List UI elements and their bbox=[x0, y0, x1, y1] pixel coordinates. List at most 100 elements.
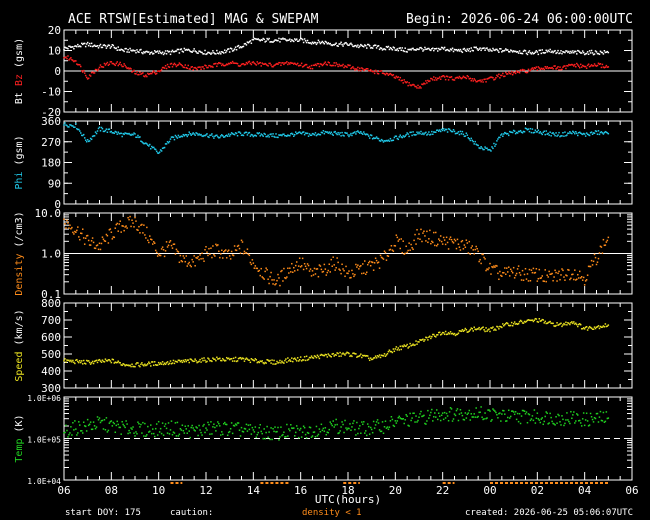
data-point bbox=[522, 409, 525, 412]
data-point bbox=[247, 61, 250, 63]
data-point bbox=[606, 325, 609, 327]
data-point bbox=[299, 37, 302, 40]
data-point bbox=[318, 357, 321, 360]
data-point bbox=[152, 52, 155, 55]
data-point bbox=[452, 333, 455, 336]
data-point bbox=[536, 320, 539, 323]
data-point bbox=[105, 359, 108, 362]
data-point bbox=[92, 72, 95, 74]
data-point bbox=[548, 270, 550, 273]
data-point bbox=[448, 76, 451, 79]
data-point bbox=[567, 132, 569, 134]
data-point bbox=[290, 61, 292, 64]
data-point bbox=[138, 51, 140, 54]
data-point bbox=[167, 65, 170, 68]
data-point bbox=[175, 435, 178, 437]
data-point bbox=[346, 272, 348, 274]
y-axis-label-part: (gsm) bbox=[14, 135, 25, 171]
data-point bbox=[415, 415, 417, 417]
data-point bbox=[63, 124, 65, 126]
data-point bbox=[164, 65, 167, 67]
data-point bbox=[357, 264, 359, 266]
data-point bbox=[268, 136, 270, 138]
data-point bbox=[584, 326, 587, 329]
data-point bbox=[325, 131, 328, 133]
data-point bbox=[505, 132, 507, 135]
data-point bbox=[455, 409, 458, 412]
data-point bbox=[138, 225, 140, 228]
data-point bbox=[367, 43, 370, 46]
data-point bbox=[217, 421, 219, 423]
data-point bbox=[525, 278, 528, 280]
data-point bbox=[492, 77, 494, 79]
data-point bbox=[219, 136, 221, 139]
data-point bbox=[487, 48, 489, 51]
data-point bbox=[219, 256, 221, 259]
data-point bbox=[324, 268, 327, 270]
data-point bbox=[265, 40, 267, 42]
data-point bbox=[461, 328, 464, 331]
x-tick-label: 20 bbox=[389, 484, 402, 497]
data-point bbox=[510, 70, 513, 73]
data-point bbox=[96, 361, 99, 364]
data-point bbox=[447, 128, 450, 130]
data-point bbox=[469, 419, 472, 421]
data-point bbox=[472, 49, 474, 52]
data-point bbox=[97, 68, 100, 70]
data-point bbox=[291, 427, 293, 429]
data-point bbox=[343, 135, 345, 137]
y-axis-label-part: Bz bbox=[14, 74, 25, 92]
data-point bbox=[156, 70, 159, 72]
data-point bbox=[384, 73, 387, 76]
data-point bbox=[349, 277, 351, 279]
data-point bbox=[378, 48, 381, 51]
data-point bbox=[91, 135, 94, 138]
data-point bbox=[215, 430, 217, 432]
data-point bbox=[297, 265, 300, 267]
data-point bbox=[603, 66, 606, 69]
data-point bbox=[161, 66, 164, 69]
data-point bbox=[214, 426, 216, 429]
data-point bbox=[441, 75, 444, 77]
data-point bbox=[131, 428, 133, 430]
data-point bbox=[367, 357, 370, 360]
data-point bbox=[117, 360, 119, 362]
data-point bbox=[363, 45, 365, 48]
data-point bbox=[191, 359, 193, 362]
data-point bbox=[368, 137, 371, 139]
data-point bbox=[64, 46, 66, 49]
data-point bbox=[457, 131, 460, 133]
data-point bbox=[321, 132, 324, 134]
data-point bbox=[233, 360, 236, 362]
data-point bbox=[122, 225, 124, 227]
data-point bbox=[343, 66, 345, 69]
data-point bbox=[224, 249, 227, 251]
data-point bbox=[66, 219, 68, 222]
data-point bbox=[333, 62, 335, 64]
data-point bbox=[343, 43, 345, 45]
data-point bbox=[268, 431, 270, 433]
data-point bbox=[297, 131, 300, 134]
data-point bbox=[200, 133, 202, 136]
data-point bbox=[370, 428, 373, 431]
data-point bbox=[185, 66, 188, 69]
data-point bbox=[464, 76, 467, 79]
data-point bbox=[161, 361, 164, 363]
data-point bbox=[230, 422, 233, 424]
data-point bbox=[299, 64, 302, 67]
data-point bbox=[514, 50, 517, 53]
data-point bbox=[122, 132, 124, 135]
data-point bbox=[96, 69, 99, 72]
data-point bbox=[115, 131, 118, 133]
data-point bbox=[66, 429, 68, 432]
data-point bbox=[552, 322, 554, 325]
data-point bbox=[397, 76, 400, 78]
data-point bbox=[146, 364, 148, 366]
data-point bbox=[489, 410, 491, 412]
data-point bbox=[460, 77, 463, 80]
data-point bbox=[532, 320, 535, 323]
data-point bbox=[108, 422, 111, 424]
data-point bbox=[601, 326, 604, 328]
data-point bbox=[456, 76, 459, 79]
data-point bbox=[317, 39, 320, 42]
